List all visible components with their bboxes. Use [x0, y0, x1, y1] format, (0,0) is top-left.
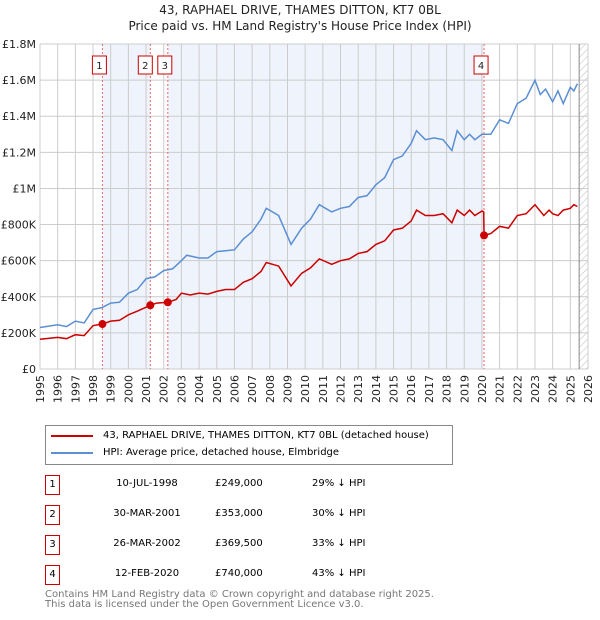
x-tick-label: 1996 [52, 375, 65, 403]
legend-label: 43, RAPHAEL DRIVE, THAMES DITTON, KT7 0B… [103, 430, 429, 441]
transaction-marker: 3 [45, 535, 60, 555]
transaction-date: 10-JUL-1998 [116, 478, 178, 489]
sale-point [480, 231, 489, 240]
y-tick-label: £200K [1, 327, 37, 340]
x-tick-label: 1998 [87, 375, 100, 403]
y-tick-label: £1.2M [2, 146, 36, 159]
x-tick-label: 2022 [511, 375, 524, 403]
x-tick-label: 1999 [105, 375, 118, 403]
sale-point [146, 301, 155, 310]
sale-label-box [473, 55, 489, 75]
x-tick-label: 2019 [458, 375, 471, 403]
sale-point [163, 298, 172, 307]
x-tick-label: 1997 [69, 375, 82, 403]
sale-label-box [157, 55, 173, 75]
x-tick-label: 2024 [547, 375, 560, 403]
x-tick-label: 2018 [441, 375, 454, 403]
x-tick-label: 2013 [352, 375, 365, 403]
x-tick-label: 2001 [140, 375, 153, 403]
transaction-row: 1 10-JUL-1998 £249,000 29% ↓ HPI [45, 475, 465, 495]
x-tick-label: 1995 [34, 375, 47, 403]
transaction-price: £249,000 [215, 478, 263, 489]
sale-label: 2 [142, 61, 148, 72]
x-tick-label: 2007 [246, 375, 259, 403]
shaded-range [167, 44, 485, 369]
sale-label: 4 [478, 61, 484, 72]
chart-title: 43, RAPHAEL DRIVE, THAMES DITTON, KT7 0B… [159, 3, 441, 17]
chart-subtitle: Price paid vs. HM Land Registry's House … [128, 19, 472, 33]
forecast-hatch [579, 44, 588, 369]
transaction-marker: 1 [45, 475, 60, 495]
transaction-row: 4 12-FEB-2020 £740,000 43% ↓ HPI [45, 565, 465, 585]
x-tick-label: 2017 [423, 375, 436, 403]
x-tick-label: 2021 [494, 375, 507, 403]
x-tick-label: 2003 [175, 375, 188, 403]
legend-label: HPI: Average price, detached house, Elmb… [103, 447, 340, 458]
footer: Contains HM Land Registry data © Crown c… [45, 590, 434, 610]
transaction-price: £740,000 [215, 568, 263, 579]
x-tick-label: 2026 [582, 375, 595, 403]
y-tick-label: £1.6M [2, 74, 36, 87]
y-tick-label: £1M [13, 182, 37, 195]
footer-line: This data is licensed under the Open Gov… [45, 599, 364, 610]
transaction-hpi-diff: 33% ↓ HPI [312, 538, 366, 549]
legend: 43, RAPHAEL DRIVE, THAMES DITTON, KT7 0B… [45, 425, 453, 465]
transaction-price: £353,000 [215, 508, 263, 519]
x-tick-label: 2015 [388, 375, 401, 403]
footer-line: Contains HM Land Registry data © Crown c… [45, 589, 434, 600]
x-tick-label: 2002 [158, 375, 171, 403]
sale-label-box [91, 55, 107, 75]
y-tick-label: £1.4M [2, 110, 36, 123]
transaction-marker: 2 [45, 505, 60, 525]
x-tick-label: 2012 [335, 375, 348, 403]
legend-swatch-blue [51, 451, 93, 454]
y-tick-label: £400K [1, 291, 37, 304]
transaction-hpi-diff: 43% ↓ HPI [312, 568, 366, 579]
legend-swatch-red [51, 434, 93, 437]
x-tick-label: 2009 [281, 375, 294, 403]
line-chart: 1995 1996 1997 1998 1999 2000 2001 2002 2003 2004… [1, 38, 595, 403]
x-tick-label: 2008 [264, 375, 277, 403]
transaction-price: £369,500 [215, 538, 263, 549]
x-tick-label: 2014 [370, 375, 383, 403]
x-tick-label: 2010 [299, 375, 312, 403]
transaction-hpi-diff: 30% ↓ HPI [312, 508, 366, 519]
x-tick-label: 2005 [211, 375, 224, 403]
transaction-date: 26-MAR-2002 [113, 538, 181, 549]
transaction-marker: 4 [45, 565, 60, 585]
transaction-date: 12-FEB-2020 [114, 568, 180, 579]
series-line-hpi [39, 78, 579, 329]
shaded-range [102, 44, 151, 369]
y-tick-label: £1.8M [2, 38, 36, 51]
y-tick-label: £800K [1, 219, 37, 232]
transaction-hpi-diff: 29% ↓ HPI [312, 478, 366, 489]
x-tick-label: 2023 [529, 375, 542, 403]
x-tick-label: 2011 [317, 375, 330, 403]
legend-item-hpi: HPI: Average price, detached house, Elmb… [51, 447, 339, 458]
transaction-date: 30-MAR-2001 [113, 508, 181, 519]
sale-point [98, 320, 107, 329]
x-tick-label: 2025 [564, 375, 577, 403]
sale-label: 3 [162, 61, 168, 72]
x-tick-label: 2004 [193, 375, 206, 403]
transaction-row: 2 30-MAR-2001 £353,000 30% ↓ HPI [45, 505, 465, 525]
transaction-row: 3 26-MAR-2002 £369,500 33% ↓ HPI [45, 535, 465, 555]
x-tick-label: 2020 [476, 375, 489, 403]
legend-item-property: 43, RAPHAEL DRIVE, THAMES DITTON, KT7 0B… [51, 430, 429, 441]
sale-label: 1 [96, 61, 102, 72]
x-tick-label: 2006 [228, 375, 241, 403]
x-tick-label: 2016 [405, 375, 418, 403]
y-tick-label: £0 [22, 363, 36, 376]
sale-label-box [137, 55, 153, 75]
y-tick-label: £600K [1, 255, 37, 268]
x-tick-label: 2000 [122, 375, 135, 403]
